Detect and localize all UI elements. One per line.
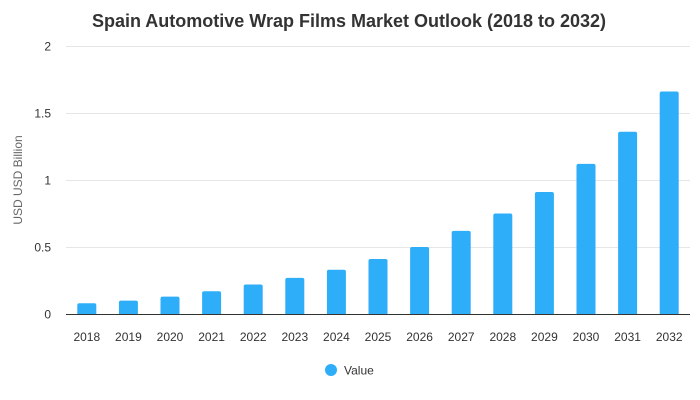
y-tick-label: 2	[44, 40, 51, 54]
bar-2022[interactable]	[243, 284, 263, 314]
x-tick-label: 2025	[365, 330, 392, 344]
x-tick-label: 2032	[656, 330, 683, 344]
x-tick-label: 2023	[281, 330, 308, 344]
y-axis-ticks: 0 0.5 1 1.5 2	[34, 40, 51, 322]
y-tick-label: 0.5	[34, 241, 51, 255]
x-tick-label: 2020	[157, 330, 184, 344]
legend-marker	[325, 364, 337, 376]
x-tick-label: 2018	[73, 330, 100, 344]
bars	[77, 91, 679, 315]
x-tick-label: 2024	[323, 330, 350, 344]
bar-2019[interactable]	[118, 300, 138, 314]
x-tick-label: 2021	[198, 330, 225, 344]
bar-2023[interactable]	[285, 277, 305, 314]
bar-2031[interactable]	[618, 131, 638, 314]
x-tick-label: 2029	[531, 330, 558, 344]
y-tick-label: 1	[44, 174, 51, 188]
bar-2027[interactable]	[451, 230, 471, 314]
bar-2029[interactable]	[534, 192, 554, 314]
bar-2028[interactable]	[493, 213, 513, 315]
bar-2021[interactable]	[202, 291, 222, 314]
bar-2032[interactable]	[659, 91, 679, 314]
bar-2020[interactable]	[160, 296, 180, 314]
bar-2025[interactable]	[368, 259, 388, 314]
x-tick-label: 2022	[240, 330, 267, 344]
y-tick-label: 0	[44, 308, 51, 322]
x-tick-label: 2026	[406, 330, 433, 344]
x-axis-ticks: 2018 2019 2020 2021 2022 2023 2024 2025 2026 2027…	[73, 330, 682, 344]
bar-2024[interactable]	[326, 269, 346, 314]
x-tick-label: 2019	[115, 330, 142, 344]
x-tick-label: 2028	[489, 330, 516, 344]
y-axis-label: USD USD Billion	[11, 135, 25, 224]
bar-2026[interactable]	[410, 247, 430, 314]
grid-lines	[66, 46, 690, 248]
x-tick-label: 2027	[448, 330, 475, 344]
legend-label: Value	[344, 364, 374, 378]
x-tick-label: 2031	[614, 330, 641, 344]
y-tick-label: 1.5	[34, 107, 51, 121]
chart-title: Spain Automotive Wrap Films Market Outlo…	[92, 11, 606, 31]
bar-2018[interactable]	[77, 303, 97, 314]
bar-2030[interactable]	[576, 163, 596, 314]
x-tick-label: 2030	[573, 330, 600, 344]
legend[interactable]: Value	[325, 364, 374, 378]
